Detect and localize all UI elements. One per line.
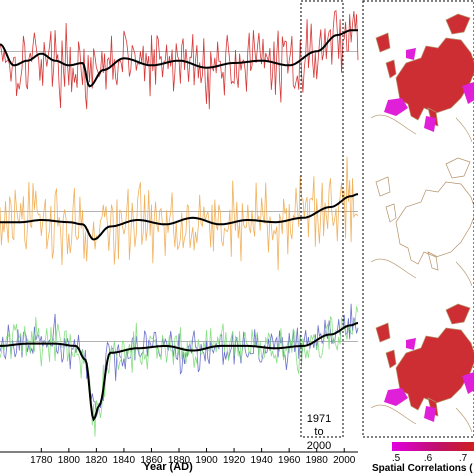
high-correlation-region [462,82,474,104]
coastline [370,404,473,433]
panel-top [0,9,359,110]
map-top [370,13,474,143]
x-tick-label: 1840 [113,455,136,466]
coastline [370,258,473,287]
highlight-label-end: 2000 [307,440,331,452]
country-outline [395,327,474,411]
country-outline [375,32,391,53]
country-outline [445,303,471,325]
country-outline [395,37,474,121]
series-orange-annual [0,156,359,271]
high-correlation-region [384,388,408,406]
x-axis-label: Year (AD) [143,461,193,473]
high-correlation-region [462,372,474,394]
highlight-label-start: 1971 [307,413,331,425]
coastline [370,114,473,143]
x-axis-ticks: 1780 1800 1820 1840 1860 1880 1900 1920 1940 1960… [30,448,356,466]
x-tick-label: 1980 [306,455,329,466]
colorbar [392,442,474,451]
high-correlation-region [384,98,408,116]
country-outline [385,349,397,369]
panel-middle [0,156,359,271]
series-smooth [0,29,358,88]
colorbar-tick-label: .7 [459,453,468,464]
x-tick-label: 1880 [168,455,191,466]
colorbar-tick-label: .6 [424,453,433,464]
high-correlation-region [424,406,436,422]
colorbar-label: Spatial Correlations ( [372,463,473,474]
high-correlation-region [406,338,416,350]
high-correlation-region [406,48,416,60]
x-tick-label: 1860 [140,455,163,466]
country-outline [395,181,474,265]
country-outline [445,13,471,35]
map-middle [370,157,474,287]
series-smooth [0,193,359,241]
country-outline [375,322,391,343]
panel-bottom [0,303,359,437]
country-outline [445,157,471,179]
x-tick-label: 1920 [223,455,246,466]
maps-frame [362,0,474,438]
series-smooth [0,322,359,422]
map-bottom [370,303,474,433]
x-tick-label: 1820 [85,455,108,466]
colorbar-tick-label: .5 [392,453,401,464]
series-blue-annual [0,303,359,417]
x-tick-label: 1780 [30,455,53,466]
x-tick-label: 1800 [58,455,81,466]
highlight-label-to: to [314,426,323,438]
high-correlation-region [424,116,436,132]
spatial-correlation-maps [370,13,474,433]
series-green-annual [0,306,359,437]
x-tick-label: 1960 [278,455,301,466]
country-outline [385,203,397,223]
x-tick-label: 1940 [250,455,273,466]
country-outline [385,59,397,79]
x-tick-label: 1900 [195,455,218,466]
country-outline [375,176,391,197]
country-outline [427,251,439,271]
time-series-layer [0,9,359,437]
highlight-period-box [300,0,344,438]
x-tick-label: 2000 [333,455,356,466]
